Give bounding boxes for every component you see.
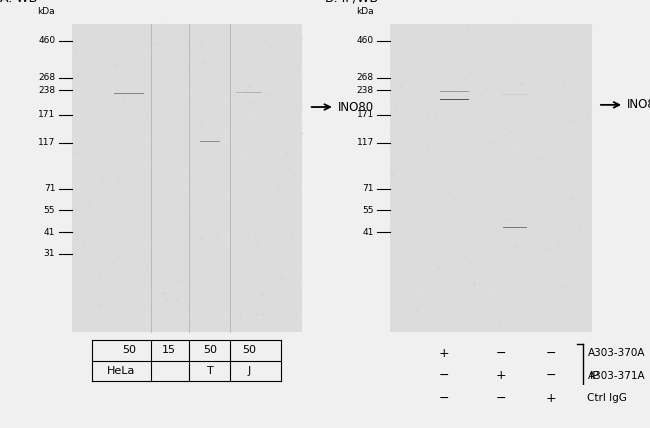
Text: Ctrl IgG: Ctrl IgG [588,393,627,403]
Text: 171: 171 [356,110,374,119]
Text: 238: 238 [38,86,55,95]
Text: 71: 71 [44,184,55,193]
Bar [114,93,144,94]
Text: 41: 41 [44,228,55,237]
Text: 50: 50 [203,345,217,355]
Bar [237,102,262,103]
Bar [441,99,469,100]
Text: IP: IP [590,371,600,381]
Bar [237,102,262,103]
Text: −: − [495,347,506,360]
Bar [114,93,144,94]
Bar [441,99,469,100]
Text: 50: 50 [122,345,136,355]
Bar [114,93,144,94]
Text: 268: 268 [38,73,55,82]
Bar [114,102,144,103]
Text: +: + [439,347,450,360]
Text: −: − [546,369,556,382]
Bar [114,93,144,94]
Text: −: − [439,392,450,405]
Text: −: − [546,347,556,360]
Text: 31: 31 [44,249,55,258]
Text: −: − [495,392,506,405]
Bar [237,102,262,103]
Bar [237,92,262,93]
Bar [441,99,469,100]
Bar [114,93,144,94]
Bar [237,102,262,103]
Text: A303-371A: A303-371A [588,371,645,381]
Bar [114,102,144,103]
Text: B. IP/WB: B. IP/WB [325,0,378,5]
Bar [198,102,222,103]
Bar [114,93,144,94]
Bar [441,99,469,100]
Bar [390,24,592,333]
Bar [441,99,469,100]
Text: 15: 15 [161,345,176,355]
Text: 171: 171 [38,110,55,119]
Bar [441,99,469,100]
Text: J: J [248,366,251,376]
Text: 238: 238 [357,86,374,95]
Bar [237,102,262,103]
Text: 50: 50 [242,345,256,355]
Text: HeLa: HeLa [107,366,135,376]
Bar [198,102,222,103]
Text: 55: 55 [362,206,374,215]
Text: kDa: kDa [38,7,55,16]
Bar [237,92,262,93]
Bar [198,102,222,103]
Bar [441,99,469,100]
Bar [441,99,469,100]
Bar [441,91,469,92]
Text: 460: 460 [357,36,374,45]
Bar [198,102,222,103]
Bar [441,99,469,100]
Text: T: T [207,366,213,376]
Text: +: + [495,369,506,382]
Bar [114,102,144,103]
Bar [114,93,144,94]
Bar [198,102,222,103]
Bar [114,102,144,103]
Text: A303-370A: A303-370A [588,348,645,358]
Text: 55: 55 [44,206,55,215]
Text: kDa: kDa [356,7,374,16]
Bar [114,93,144,94]
Bar [198,102,222,103]
Bar [237,92,262,93]
Text: +: + [546,392,556,405]
Text: A. WB: A. WB [0,0,37,5]
Text: 117: 117 [38,138,55,147]
Text: INO80: INO80 [627,98,650,111]
Bar [114,93,144,94]
Bar [114,102,144,103]
Bar [114,102,144,103]
Bar [441,91,469,92]
Text: 117: 117 [356,138,374,147]
Text: 268: 268 [357,73,374,82]
Bar [237,102,262,103]
Text: INO80: INO80 [338,101,374,113]
Text: 71: 71 [362,184,374,193]
Text: 460: 460 [38,36,55,45]
Bar [237,92,262,93]
Text: −: − [439,369,450,382]
Bar [72,24,302,333]
Bar [441,91,469,92]
Text: 41: 41 [363,228,374,237]
Bar [441,99,469,100]
Bar [114,93,144,94]
